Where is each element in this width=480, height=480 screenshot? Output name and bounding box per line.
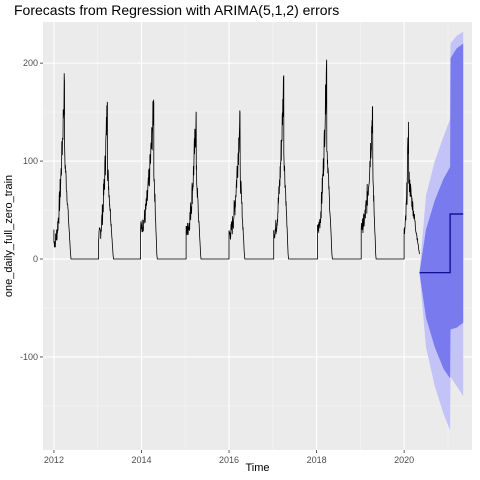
x-tick-label: 2018 — [307, 455, 327, 465]
series-layer — [53, 59, 420, 260]
forecast-layer — [419, 213, 464, 274]
forecast-intervals — [419, 31, 464, 431]
y-tick-label: -100 — [20, 352, 38, 362]
y-tick-label: 100 — [23, 156, 38, 166]
y-tick-label: 200 — [23, 58, 38, 68]
x-tick-label: 2020 — [394, 455, 414, 465]
x-axis-title: Time — [245, 462, 269, 474]
interval-80-band — [419, 43, 464, 379]
plot-background — [43, 22, 472, 450]
forecast-mean-line — [419, 213, 464, 274]
x-tick-label: 2016 — [219, 455, 239, 465]
x-tick-label: 2014 — [131, 455, 151, 465]
chart-title: Forecasts from Regression with ARIMA(5,1… — [14, 2, 339, 18]
y-axis-ticks: -100 0 100 200 — [20, 58, 43, 362]
x-axis-ticks: 2012 2014 2016 2018 2020 — [44, 450, 414, 465]
y-tick-label: 0 — [33, 254, 38, 264]
x-tick-label: 2012 — [44, 455, 64, 465]
series-line — [53, 59, 420, 260]
y-axis-title: one_daily_full_zero_train — [3, 175, 15, 297]
